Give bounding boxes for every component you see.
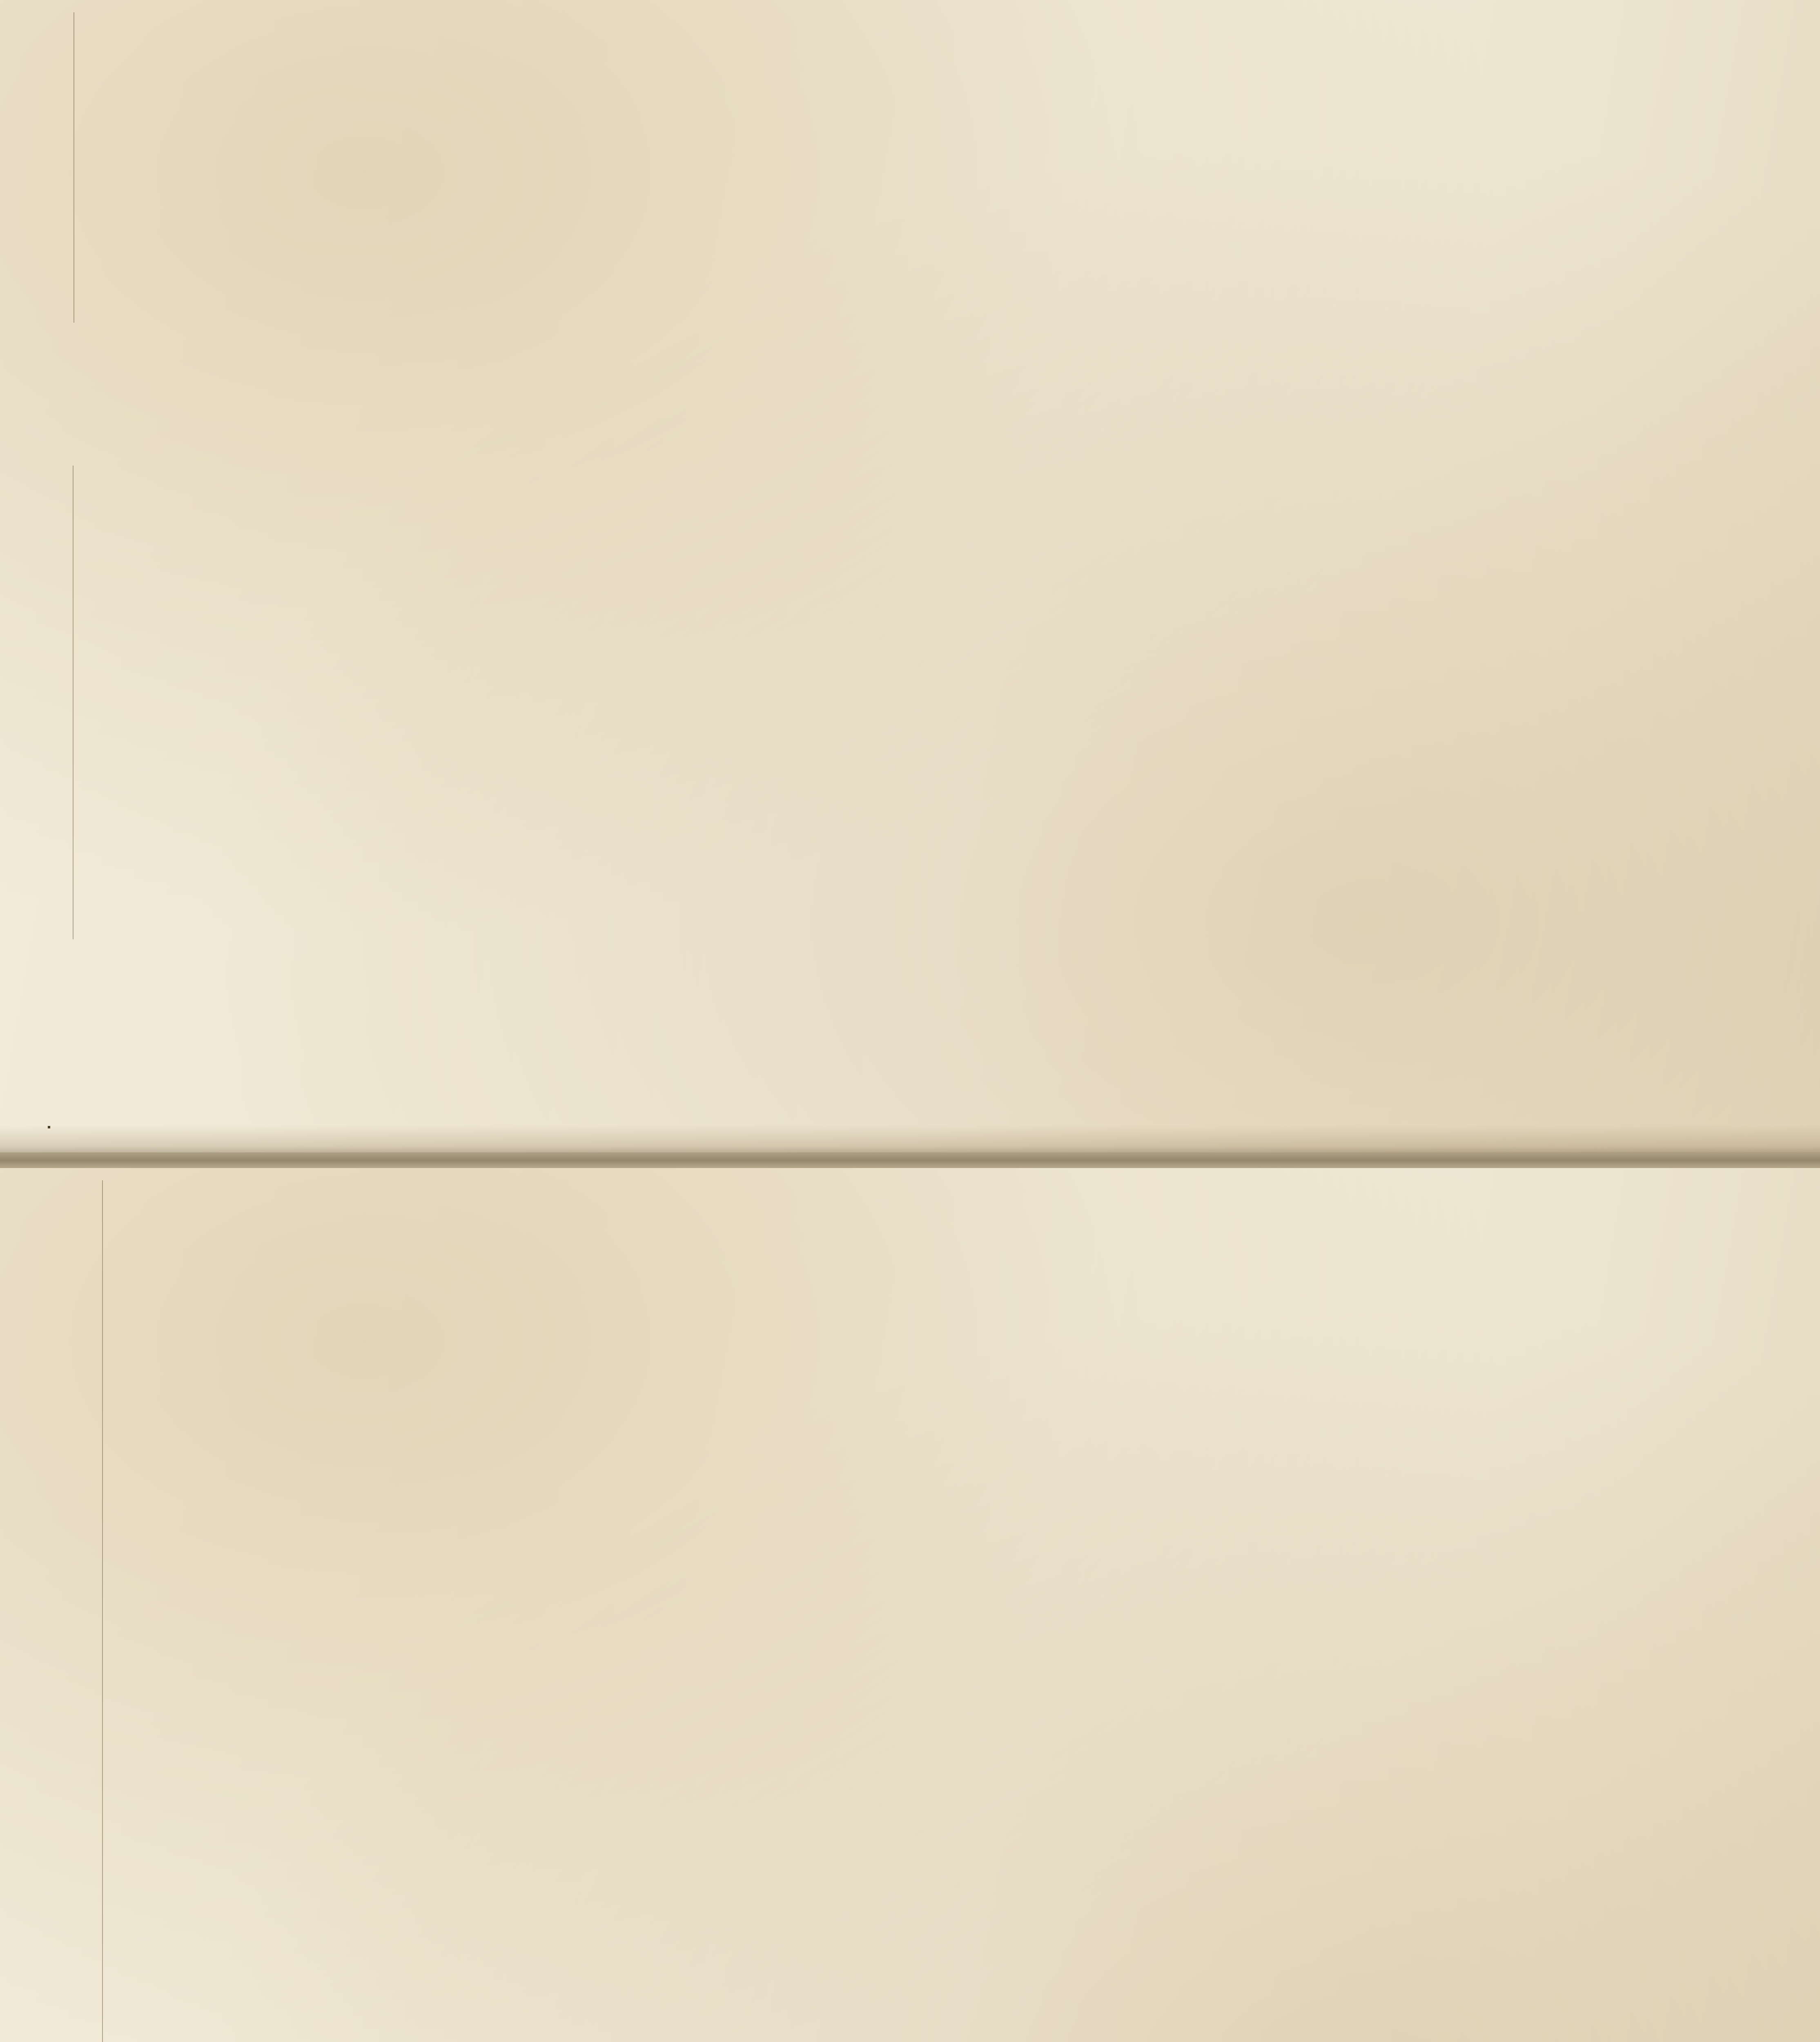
left-page-leaf — [0, 1168, 1820, 2042]
right-page-leaf — [0, 0, 1820, 1153]
